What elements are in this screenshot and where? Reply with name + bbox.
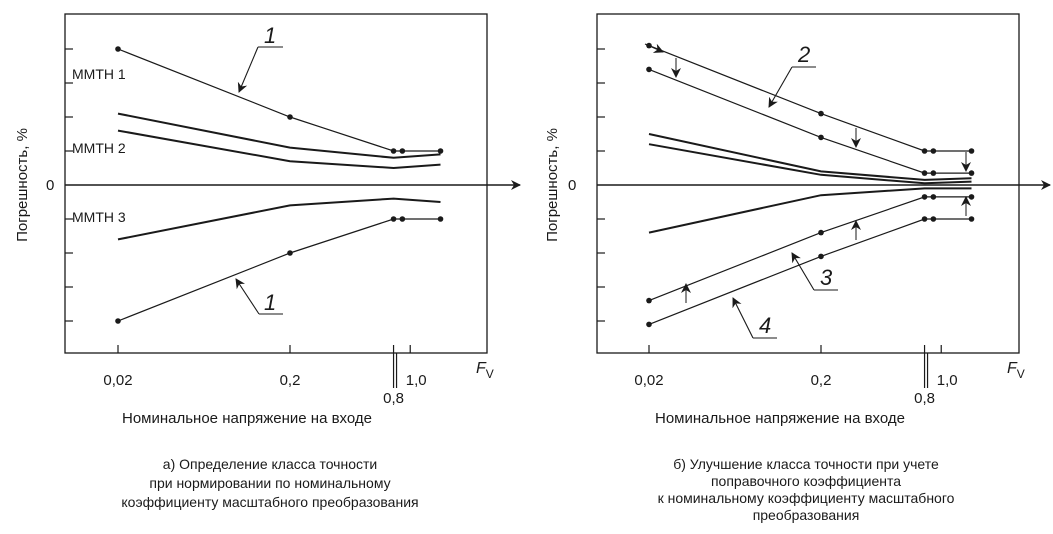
chart-b-frame: [596, 13, 1020, 354]
chart-b-label-2: 2: [797, 42, 810, 67]
data-point: [399, 148, 406, 154]
chart-b: 0 0,02 0,2 0,81,0 Погрешность, % Номинальн…: [544, 13, 1051, 523]
data-point: [646, 66, 652, 73]
chart-a: 0 0,02 0,2 0,81,0 Погрешность, % Номинальн…: [14, 13, 521, 510]
chart-a-leader-1-top: [237, 46, 259, 93]
data-point: [930, 194, 937, 200]
x-tick-label: 1,0: [406, 372, 427, 389]
data-point: [818, 229, 824, 236]
chart-a-annot-mmth1: ММТН 1: [72, 66, 126, 82]
data-point: [390, 216, 397, 222]
chart-b-caption-line4: преобразования: [753, 507, 860, 523]
data-point: [818, 253, 824, 260]
data-point: [646, 321, 652, 328]
chart-b-label-4: 4: [759, 313, 771, 338]
series-line-2: [117, 112, 441, 159]
data-point: [646, 297, 652, 304]
x-tick-label: 0,8: [914, 390, 935, 407]
chart-a-leader-1-bottom: [235, 278, 260, 315]
chart-a-y-ticks: [65, 48, 73, 322]
data-point: [287, 250, 293, 256]
data-point: [437, 148, 444, 154]
series-line-3: [117, 129, 441, 170]
chart-a-x-ticks: 0,02 0,2 0,81,0: [103, 345, 427, 407]
chart-b-y-ticks: [597, 48, 605, 322]
data-point: [921, 148, 928, 154]
chart-b-caption-line2: поправочного коэффициента: [711, 473, 901, 489]
data-point: [390, 148, 397, 154]
chart-a-caption-line1: а) Определение класса точности: [163, 456, 377, 472]
data-point: [115, 46, 121, 52]
chart-b-label-3: 3: [820, 265, 833, 290]
chart-b-caption-line3: к номинальному коэффициенту масштабного: [658, 490, 955, 506]
series-line-4: [117, 197, 441, 241]
chart-b-fv-label: FV: [1007, 360, 1025, 381]
chart-a-annot-mmth2: ММТН 2: [72, 140, 126, 156]
data-point: [921, 194, 928, 200]
chart-a-series: [115, 46, 444, 324]
data-point: [930, 148, 937, 154]
data-point: [399, 216, 406, 222]
series-line-7: [648, 218, 972, 325]
chart-a-annot-mmth3: ММТН 3: [72, 209, 126, 225]
series-line-1: [648, 45, 972, 152]
x-tick-label: 1,0: [937, 372, 958, 389]
data-point: [437, 216, 444, 222]
series-line-3: [648, 133, 972, 181]
chart-b-leader-4: [732, 297, 754, 339]
data-point: [930, 216, 937, 222]
x-tick-label: 0,8: [383, 390, 404, 407]
chart-b-series: [646, 42, 975, 328]
data-point: [287, 114, 293, 120]
data-point: [115, 318, 121, 324]
chart-a-caption-line2: при нормировании по номинальному: [149, 475, 390, 491]
data-point: [968, 216, 975, 222]
chart-b-leader-3: [791, 252, 815, 291]
x-tick-label: 0,2: [280, 372, 301, 389]
series-line-2: [648, 68, 972, 174]
data-point: [930, 170, 937, 176]
x-tick-label: 0,2: [811, 372, 832, 389]
chart-a-label-1-bottom: 1: [264, 290, 276, 315]
chart-b-ylabel: Погрешность, %: [544, 128, 561, 242]
data-point: [818, 110, 824, 117]
series-line-5: [648, 187, 972, 234]
chart-b-leader-2: [768, 66, 793, 108]
data-point: [968, 148, 975, 154]
chart-b-caption-line1: б) Улучшение класса точности при учете: [673, 456, 939, 472]
data-point: [968, 170, 975, 176]
x-tick-label: 0,02: [103, 372, 132, 389]
chart-a-frame: [64, 13, 488, 354]
chart-a-fv-label: FV: [476, 360, 494, 381]
chart-b-xlabel: Номинальное напряжение на входе: [655, 410, 905, 427]
chart-b-series2-start-arrow: [644, 43, 664, 53]
x-tick-label: 0,02: [634, 372, 663, 389]
chart-a-zero-label: 0: [46, 177, 54, 194]
series-line-4: [648, 143, 972, 185]
data-point: [968, 194, 975, 200]
chart-a-ylabel: Погрешность, %: [14, 128, 31, 242]
series-line-1: [117, 48, 441, 152]
data-point: [921, 216, 928, 222]
series-line-6: [648, 196, 972, 302]
chart-a-caption-line3: коэффициенту масштабного преобразования: [121, 494, 418, 510]
data-point: [921, 170, 928, 176]
chart-a-xlabel: Номинальное напряжение на входе: [122, 410, 372, 427]
chart-b-zero-label: 0: [568, 177, 576, 194]
data-point: [818, 134, 824, 141]
chart-a-label-1-top: 1: [264, 23, 276, 48]
series-line-5: [117, 218, 441, 322]
chart-b-x-ticks: 0,02 0,2 0,81,0: [634, 345, 958, 407]
